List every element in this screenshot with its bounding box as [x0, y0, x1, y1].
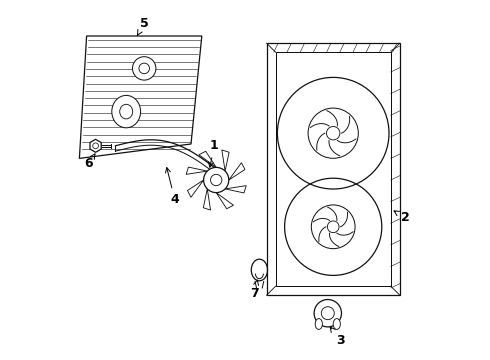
Circle shape — [321, 307, 334, 320]
Ellipse shape — [139, 63, 149, 74]
Ellipse shape — [112, 95, 141, 128]
Ellipse shape — [120, 104, 133, 119]
Text: 4: 4 — [166, 167, 179, 206]
Polygon shape — [90, 139, 101, 152]
Circle shape — [326, 126, 340, 140]
Ellipse shape — [315, 319, 322, 329]
Text: 3: 3 — [330, 327, 344, 347]
Ellipse shape — [333, 319, 341, 329]
Circle shape — [314, 300, 342, 327]
Circle shape — [204, 167, 229, 193]
Circle shape — [327, 221, 339, 233]
Circle shape — [211, 174, 222, 186]
Text: 5: 5 — [137, 17, 148, 35]
Text: 2: 2 — [394, 211, 410, 224]
Text: 1: 1 — [208, 139, 219, 167]
Text: 7: 7 — [249, 280, 259, 300]
Ellipse shape — [132, 57, 156, 80]
Text: 6: 6 — [84, 154, 95, 170]
